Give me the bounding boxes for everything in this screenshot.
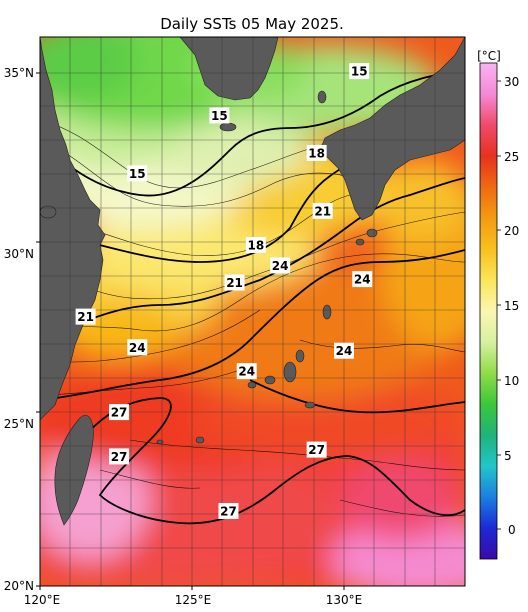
colorbar-tick-10: 10 [504,374,519,388]
contour-label-text: 21 [314,204,331,218]
contour-label-box [127,339,148,356]
colorbar-tick-30: 30 [504,75,519,89]
contour-label-box [127,165,148,182]
colorbar-unit: [°C] [477,49,501,63]
contour-label-box [224,274,245,291]
contour-label: 24 [127,339,148,356]
lat-label-20: 20°N [4,579,34,593]
longitude-labels: 120°E 125°E 130°E [24,593,363,607]
contour-label-box [352,271,373,288]
contour-label-text: 27 [220,504,237,518]
contour-label-text: 27 [308,443,325,457]
latitude-labels: 35°N 30°N 25°N 20°N [4,66,34,593]
contour-label-box [209,107,230,124]
contour-label: 24 [236,363,257,380]
contour-label-box [236,363,257,380]
contour-label: 27 [109,448,130,465]
contour-label: 18 [245,237,266,253]
colorbar: [°C] 30 25 20 15 10 5 0 [477,49,519,560]
colorbar-tick-25: 25 [504,150,519,164]
contour-label-text: 24 [238,365,255,379]
contour-label: 24 [352,271,373,288]
contour-label-text: 21 [77,310,94,324]
colorbar-tick-20: 20 [504,224,519,238]
contour-label: 15 [349,63,370,80]
contour-label: 15 [127,165,148,182]
contour-lines-bold [40,69,465,525]
contour-label: 24 [270,257,291,274]
contour-label-text: 18 [247,239,264,253]
contour-label: 21 [224,274,245,291]
contour-label-text: 15 [351,65,368,79]
contour-label-text: 18 [308,146,325,160]
contour-label-text: 24 [129,341,146,355]
colorbar-tick-5: 5 [504,449,512,463]
contour-label-box [312,202,333,219]
contour-label: 15 [209,107,230,124]
lon-label-125: 125°E [175,593,212,607]
colorbar-tick-15: 15 [504,299,519,313]
contour-label-text: 15 [129,167,146,181]
contour-label-box [349,63,370,80]
map-frame [39,36,466,587]
contour-label: 18 [306,144,327,161]
contour-label: 27 [218,502,239,519]
contour-label-box [75,308,96,325]
contour-label: 21 [75,308,96,325]
contour-label-box [306,144,327,161]
colorbar-bar [479,62,498,560]
contour-label-text: 15 [211,109,228,123]
contour-label-text: 27 [111,450,128,464]
lat-label-25: 25°N [4,417,34,431]
contour-label-text: 24 [272,259,289,273]
colorbar-tick-0: 0 [508,523,516,537]
contour-label-box [218,502,239,519]
contour-labels: 15 15 15 18 21 18 24 24 21 21 24 24 24 27 27 27 27 [75,63,373,519]
lat-label-30: 30°N [4,247,34,261]
sst-field: 15 15 15 18 21 18 24 24 21 21 24 24 24 27 27 27 27 [40,37,465,586]
contour-label-text: 27 [111,406,128,420]
contour-label-text: 21 [226,276,243,290]
map-title: Daily SSTs 05 May 2025. [160,15,344,33]
contour-label: 21 [312,202,333,219]
colorbar-ticks [497,80,501,530]
contour-label-box [245,237,266,253]
frame-ticks [36,72,345,590]
contour-label: 24 [334,342,354,359]
contour-label-box [109,448,130,465]
contour-label: 27 [109,404,130,421]
contour-label-box [306,441,327,458]
contour-label: 27 [306,441,327,458]
lon-label-130: 130°E [326,593,363,607]
contour-label-box [109,404,130,421]
contour-label-text: 24 [336,344,353,358]
contour-label-box [270,257,291,274]
lat-label-35: 35°N [4,66,34,80]
graticule [40,37,465,586]
contour-label-box [334,342,354,359]
contour-label-text: 24 [354,273,371,287]
lon-label-120: 120°E [24,593,61,607]
